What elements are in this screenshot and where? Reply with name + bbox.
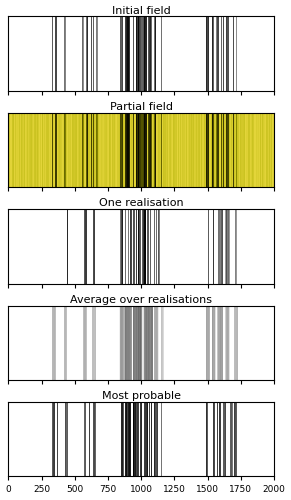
Title: Average over realisations: Average over realisations: [70, 294, 212, 304]
Title: Initial field: Initial field: [112, 6, 171, 16]
Title: One realisation: One realisation: [99, 198, 184, 208]
Title: Most probable: Most probable: [102, 391, 181, 401]
Title: Partial field: Partial field: [110, 102, 173, 112]
